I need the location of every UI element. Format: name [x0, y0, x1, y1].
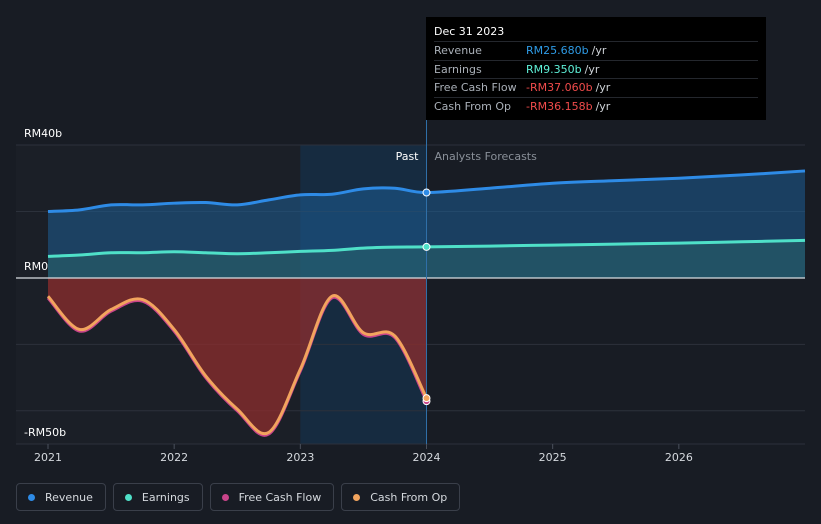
- x-tick-label: 2021: [34, 451, 62, 464]
- legend-label: Cash From Op: [370, 490, 448, 504]
- tooltip-unit: /yr: [595, 81, 611, 94]
- tooltip-unit: /yr: [591, 44, 607, 57]
- tooltip-row-cash-from-op: Cash From Op -RM36.158b /yr: [434, 96, 758, 116]
- legend: Revenue Earnings Free Cash Flow Cash Fro…: [16, 483, 461, 511]
- forecast-label: Analysts Forecasts: [435, 150, 538, 163]
- tooltip: Dec 31 2023 Revenue RM25.680b /yr Earnin…: [426, 17, 766, 120]
- y-tick-label: RM0: [24, 260, 48, 273]
- tooltip-row-revenue: Revenue RM25.680b /yr: [434, 41, 758, 60]
- tooltip-row-earnings: Earnings RM9.350b /yr: [434, 59, 758, 79]
- series-line-revenue: [47, 169, 806, 213]
- tooltip-row-free-cash-flow: Free Cash Flow -RM37.060b /yr: [434, 78, 758, 97]
- series-line-earnings: [47, 238, 806, 258]
- legend-dot-icon: [28, 493, 35, 501]
- tooltip-unit: /yr: [595, 99, 611, 113]
- tooltip-value: RM9.350b: [526, 62, 582, 76]
- legend-item-free-cash-flow[interactable]: Free Cash Flow: [209, 483, 335, 511]
- legend-item-revenue[interactable]: Revenue: [16, 483, 106, 511]
- tooltip-date: Dec 31 2023: [434, 25, 505, 38]
- x-tick-label: 2023: [286, 451, 314, 464]
- tooltip-value: RM25.680b: [526, 44, 589, 57]
- tooltip-label: Cash From Op: [434, 99, 512, 113]
- past-label: Past: [396, 150, 420, 163]
- legend-label: Free Cash Flow: [238, 490, 322, 504]
- legend-dot-icon: [353, 493, 361, 501]
- data-point-cash-from-op: [422, 394, 431, 403]
- series-line-cash-from-op: [46, 294, 428, 436]
- legend-dot-icon: [221, 493, 229, 501]
- legend-label: Revenue: [45, 490, 93, 504]
- data-point-revenue: [422, 188, 431, 197]
- y-tick-label: RM40b: [24, 127, 62, 140]
- x-tick-label: 2022: [160, 451, 188, 464]
- y-tick-label: -RM50b: [24, 426, 66, 439]
- tooltip-value: -RM37.060b: [526, 81, 593, 94]
- legend-dot-icon: [124, 493, 132, 501]
- legend-label: Earnings: [141, 490, 190, 504]
- cash-flow-area: [48, 278, 427, 434]
- tooltip-label: Revenue: [434, 44, 482, 57]
- tooltip-label: Earnings: [434, 62, 482, 76]
- tooltip-unit: /yr: [584, 62, 600, 76]
- tooltip-value: -RM36.158b: [526, 99, 593, 113]
- data-point-earnings: [422, 242, 431, 251]
- x-tick-label: 2024: [413, 451, 441, 464]
- x-tick-label: 2025: [539, 451, 567, 464]
- x-tick-label: 2026: [665, 451, 693, 464]
- tooltip-label: Free Cash Flow: [434, 81, 517, 94]
- legend-item-earnings[interactable]: Earnings: [112, 483, 203, 511]
- legend-item-cash-from-op[interactable]: Cash From Op: [341, 483, 461, 511]
